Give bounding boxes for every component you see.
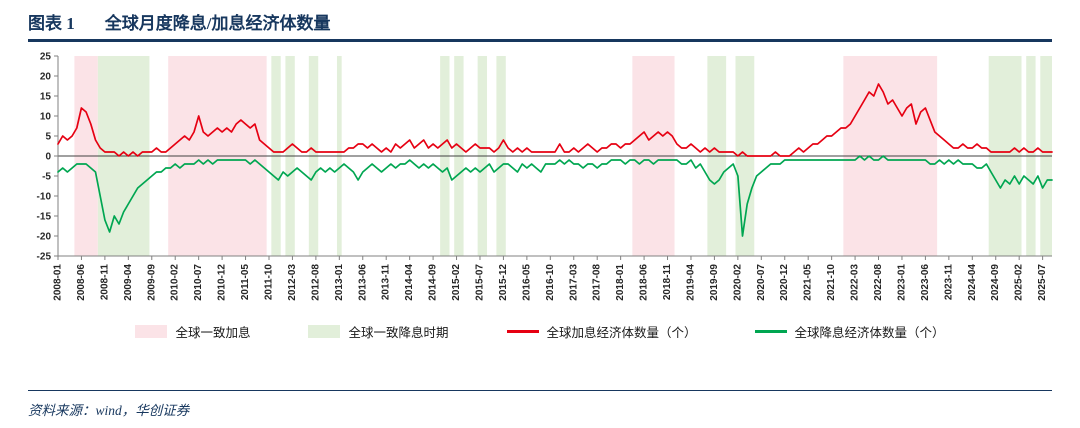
hike-band-swatch (135, 325, 168, 338)
svg-text:2009-09: 2009-09 (146, 264, 157, 301)
chart-header: 图表 1 全球月度降息/加息经济体数量 (0, 0, 1080, 39)
svg-text:2020-12: 2020-12 (779, 264, 790, 301)
svg-text:2016-10: 2016-10 (545, 264, 556, 301)
legend-item-hike-band: 全球一致加息 (135, 322, 250, 341)
svg-text:2023-01: 2023-01 (896, 264, 907, 301)
svg-text:5: 5 (45, 132, 51, 143)
svg-text:2019-04: 2019-04 (685, 264, 696, 301)
svg-text:2020-02: 2020-02 (732, 264, 743, 301)
svg-text:2015-07: 2015-07 (474, 264, 485, 301)
legend-item-hike-line: 全球加息经济体数量（个） (506, 322, 697, 341)
svg-text:2025-02: 2025-02 (1014, 264, 1025, 301)
chart-footer: 资料来源：wind，华创证券 (28, 390, 1052, 420)
svg-text:2019-09: 2019-09 (709, 264, 720, 301)
svg-text:2010-02: 2010-02 (170, 264, 181, 301)
svg-text:2020-07: 2020-07 (756, 264, 767, 301)
svg-text:2014-09: 2014-09 (428, 264, 439, 301)
svg-text:10: 10 (40, 112, 52, 123)
legend-label-cut-band: 全球一致降息时期 (348, 326, 449, 340)
svg-text:2022-08: 2022-08 (873, 264, 884, 301)
svg-text:2014-04: 2014-04 (404, 264, 415, 301)
svg-text:2010-07: 2010-07 (193, 264, 204, 301)
svg-text:2018-01: 2018-01 (615, 264, 626, 301)
svg-text:2024-09: 2024-09 (990, 264, 1001, 301)
svg-text:25: 25 (40, 52, 52, 63)
svg-text:-10: -10 (37, 192, 52, 203)
legend-label-hike-line: 全球加息经济体数量（个） (546, 326, 697, 340)
legend-item-cut-band: 全球一致降息时期 (308, 322, 449, 341)
page-title: 全球月度降息/加息经济体数量 (104, 14, 331, 33)
chart-legend: 全球一致加息 全球一致降息时期 全球加息经济体数量（个） 全球降息经济体数量（个… (0, 322, 1080, 341)
data-source: 资料来源：wind，华创证券 (28, 403, 190, 418)
svg-text:20: 20 (40, 72, 52, 83)
svg-text:2023-06: 2023-06 (920, 264, 931, 301)
svg-text:-15: -15 (37, 212, 52, 223)
svg-text:2012-03: 2012-03 (287, 264, 298, 301)
svg-text:2018-06: 2018-06 (639, 264, 650, 301)
svg-text:-20: -20 (37, 232, 52, 243)
svg-text:2013-11: 2013-11 (381, 264, 392, 301)
cut-band-swatch (308, 325, 341, 338)
figure-number: 图表 1 (28, 14, 75, 33)
hike-line-swatch (506, 330, 539, 333)
svg-text:2018-11: 2018-11 (662, 264, 673, 301)
svg-text:2011-05: 2011-05 (240, 264, 251, 301)
svg-text:2023-11: 2023-11 (943, 264, 954, 301)
title-divider (28, 39, 1052, 42)
svg-text:2008-01: 2008-01 (53, 264, 64, 301)
svg-text:2013-06: 2013-06 (357, 264, 368, 301)
svg-text:-25: -25 (37, 252, 52, 263)
legend-label-cut-line: 全球降息经济体数量（个） (794, 326, 945, 340)
svg-text:2010-12: 2010-12 (217, 264, 228, 301)
svg-text:2011-10: 2011-10 (263, 264, 274, 301)
svg-text:2015-12: 2015-12 (498, 264, 509, 301)
legend-item-cut-line: 全球降息经济体数量（个） (754, 322, 945, 341)
svg-text:2021-10: 2021-10 (826, 264, 837, 301)
legend-label-hike-band: 全球一致加息 (175, 326, 251, 340)
svg-text:2017-08: 2017-08 (592, 264, 603, 301)
svg-text:2012-08: 2012-08 (310, 264, 321, 301)
svg-text:15: 15 (40, 92, 52, 103)
cut-line-swatch (754, 330, 787, 333)
svg-text:-5: -5 (42, 172, 51, 183)
svg-text:2016-05: 2016-05 (521, 264, 532, 301)
chart-area: 25 20 15 10 5 0 -5 -10 -15 -20 -25 2008-01 2008-06 20… (12, 46, 1080, 318)
svg-text:2021-05: 2021-05 (803, 264, 814, 301)
svg-text:2017-03: 2017-03 (568, 264, 579, 301)
svg-text:2009-04: 2009-04 (123, 264, 134, 301)
svg-text:2024-04: 2024-04 (967, 264, 978, 301)
svg-text:2015-02: 2015-02 (451, 264, 462, 301)
svg-text:2025-07: 2025-07 (1037, 264, 1048, 301)
svg-text:2008-06: 2008-06 (76, 264, 87, 301)
svg-text:2013-01: 2013-01 (334, 264, 345, 301)
svg-text:2008-11: 2008-11 (99, 264, 110, 301)
svg-text:0: 0 (45, 152, 51, 163)
svg-text:2022-03: 2022-03 (850, 264, 861, 301)
